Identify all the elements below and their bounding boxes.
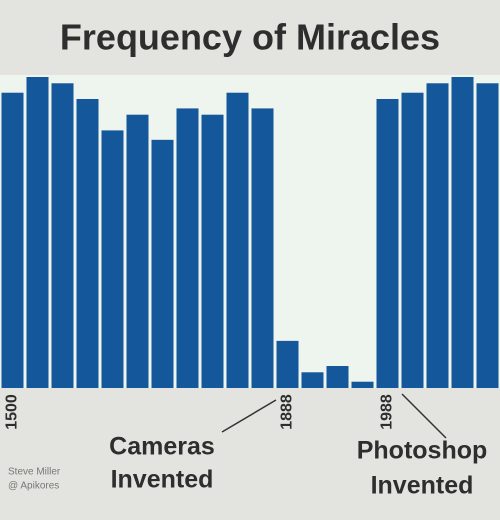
bar <box>201 114 224 389</box>
bar <box>476 83 499 388</box>
bar <box>451 77 474 388</box>
x-tick-label: 1888 <box>279 394 296 430</box>
annotation: Photoshop <box>357 437 488 465</box>
annotation: Invented <box>111 466 214 494</box>
bar <box>226 92 249 389</box>
bar <box>151 139 174 388</box>
credit: @ Apikores <box>8 481 59 492</box>
bar <box>376 98 399 388</box>
bar <box>276 340 299 388</box>
bar <box>351 381 374 388</box>
bar <box>251 108 274 389</box>
pointer-line <box>401 393 447 439</box>
pointer-line <box>221 399 277 433</box>
bar <box>1 92 24 389</box>
plot-area <box>0 75 500 388</box>
bar <box>51 83 74 388</box>
annotation: Invented <box>371 472 474 500</box>
bar <box>301 372 324 388</box>
bar <box>26 77 49 388</box>
x-tick-label: 1500 <box>4 394 21 430</box>
bar <box>126 114 149 389</box>
chart-title: Frequency of Miracles <box>60 17 440 58</box>
bar <box>176 108 199 389</box>
bar <box>401 92 424 389</box>
bar <box>101 130 124 388</box>
credit: Steve Miller <box>8 467 61 478</box>
bar <box>426 83 449 388</box>
bar <box>76 98 99 388</box>
bar <box>326 366 349 388</box>
x-tick-label: 1988 <box>379 394 396 430</box>
annotation: Cameras <box>109 433 215 461</box>
